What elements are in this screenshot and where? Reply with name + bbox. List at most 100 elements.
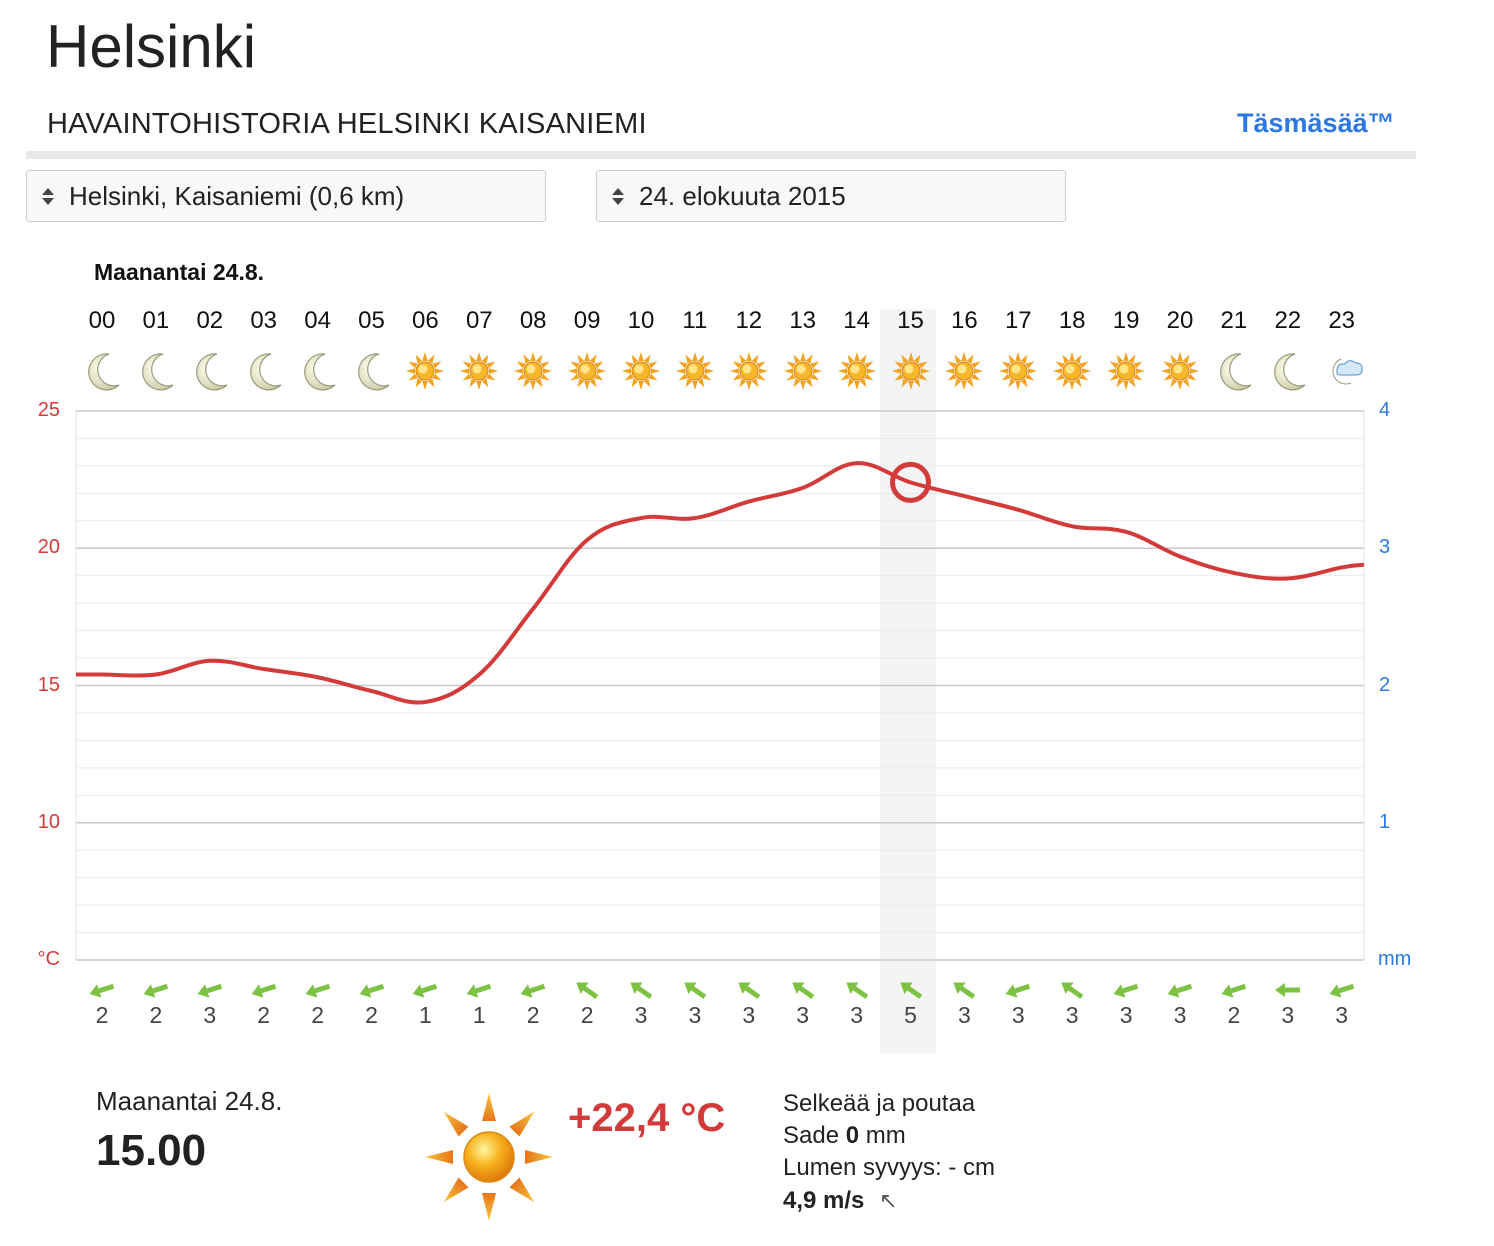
wind-speed-value: 3 [1335,1002,1349,1028]
wind-arrow-icon [678,978,712,1002]
selected-hour-highlight[interactable] [880,309,936,1053]
wind-arrow-icon [1055,978,1089,1002]
wind-speed-value: 3 [1011,1002,1025,1028]
hour-label[interactable]: 10 [627,307,655,334]
hour-label[interactable]: 13 [789,307,817,334]
sun-icon [780,349,826,393]
left-axis-tick: °C [37,948,60,970]
wind-arrow-icon [732,978,766,1002]
hour-label[interactable]: 22 [1274,307,1302,334]
sun-icon [425,1093,553,1221]
wind-speed-value: 3 [1065,1002,1079,1028]
wind-speed-value: 3 [1119,1002,1133,1028]
wind-speed-value: 2 [311,1002,324,1028]
moon-icon [295,349,341,393]
hour-label[interactable]: 02 [196,307,224,334]
hour-label[interactable]: 17 [1004,307,1032,334]
hour-label[interactable]: 16 [951,307,978,334]
moon-icon [1265,349,1311,393]
hour-label[interactable]: 19 [1112,307,1140,334]
detail-condition: Selkeää ja poutaa [783,1090,976,1117]
sun-icon [564,349,610,393]
wind-arrow-icon [193,978,227,1002]
wind-arrow-icon [139,978,173,1002]
sun-icon [402,349,448,393]
sun-icon [1103,349,1149,393]
hour-label[interactable]: 15 [897,307,924,334]
sun-icon [941,349,987,393]
city-title: Helsinki [46,13,257,80]
moon-icon [349,349,395,393]
wind-speed-value: 3 [957,1002,971,1028]
hour-label[interactable]: 08 [519,307,547,334]
sun-icon [888,349,934,393]
wind-direction-icon: ↖ [879,1188,898,1213]
wind-arrow-icon [1271,978,1305,1002]
hour-label[interactable]: 11 [682,307,708,334]
sun-icon [726,349,772,393]
left-axis-tick: 10 [37,810,60,833]
wind-arrow-icon [947,978,981,1002]
rain-label: Sade [783,1122,840,1149]
date-select[interactable]: 24. elokuuta 2015 [596,170,1066,222]
station-subtitle: HAVAINTOHISTORIA HELSINKI KAISANIEMI [47,108,647,140]
wind-speed-value: 2 [257,1002,271,1028]
moon-icon [79,349,125,393]
wind-speed-value: 2 [95,1002,109,1028]
temperature-line [76,461,1365,705]
wind-speed-value: 2 [365,1002,378,1028]
wind-arrow-icon [355,978,389,1002]
moon-icon [1211,349,1257,393]
wind-arrow-icon [462,978,496,1002]
wind-arrow-icon [840,978,874,1002]
date-select-value: 24. elokuuta 2015 [639,180,846,211]
hour-label[interactable]: 03 [250,307,278,334]
wind-arrow-icon [570,978,604,1002]
wind-speed-value: 5 [904,1002,917,1028]
rain-value: 0 [845,1122,860,1149]
hour-label[interactable]: 05 [358,307,385,334]
sun-icon [510,349,556,393]
divider [26,151,1416,159]
left-axis-tick: 25 [37,399,60,421]
hour-label[interactable]: 00 [88,307,116,334]
wind-arrow-icon [301,978,335,1002]
moon-icon [187,349,233,393]
wind-speed-value: 3 [634,1002,648,1028]
hour-label[interactable]: 23 [1328,307,1356,334]
wind-speed-value: 3 [796,1002,810,1028]
hour-label[interactable]: 09 [573,307,601,334]
hour-label[interactable]: 14 [843,307,870,334]
wind-speed-value: 3 [1281,1002,1295,1028]
hour-label[interactable]: 04 [304,307,331,334]
sun-icon [1049,349,1095,393]
sun-icon [1157,349,1203,393]
selected-point-marker[interactable] [890,461,931,503]
hour-label[interactable]: 12 [735,307,763,334]
wind-speed-value: 1 [418,1002,432,1028]
chart-day-label: Maanantai 24.8. [94,259,265,285]
wind-arrow-icon [408,978,442,1002]
sun-icon [672,349,718,393]
sun-icon [456,349,502,393]
wind-speed-value: 2 [149,1002,163,1028]
wind-arrow-icon [1325,978,1359,1002]
wind-arrow-icon [516,978,550,1002]
hour-label[interactable]: 18 [1058,307,1086,334]
wind-speed-value: 1 [472,1002,486,1028]
hour-label[interactable]: 21 [1220,307,1248,334]
location-select-value: Helsinki, Kaisaniemi (0,6 km) [69,180,405,211]
hour-label[interactable]: 07 [465,307,493,334]
wind-arrow-icon [1163,978,1197,1002]
sun-icon [834,349,880,393]
moon-icon [241,349,287,393]
wind-speed-value: 2 [526,1002,540,1028]
brand-link[interactable]: Täsmäsää™ [1237,108,1395,138]
hour-label[interactable]: 20 [1166,307,1194,334]
wind-speed-value: 2 [580,1002,594,1028]
wind-arrow-icon [247,978,281,1002]
hour-label[interactable]: 06 [412,307,439,334]
hour-label[interactable]: 01 [142,307,170,334]
location-select[interactable]: Helsinki, Kaisaniemi (0,6 km) [26,170,546,222]
